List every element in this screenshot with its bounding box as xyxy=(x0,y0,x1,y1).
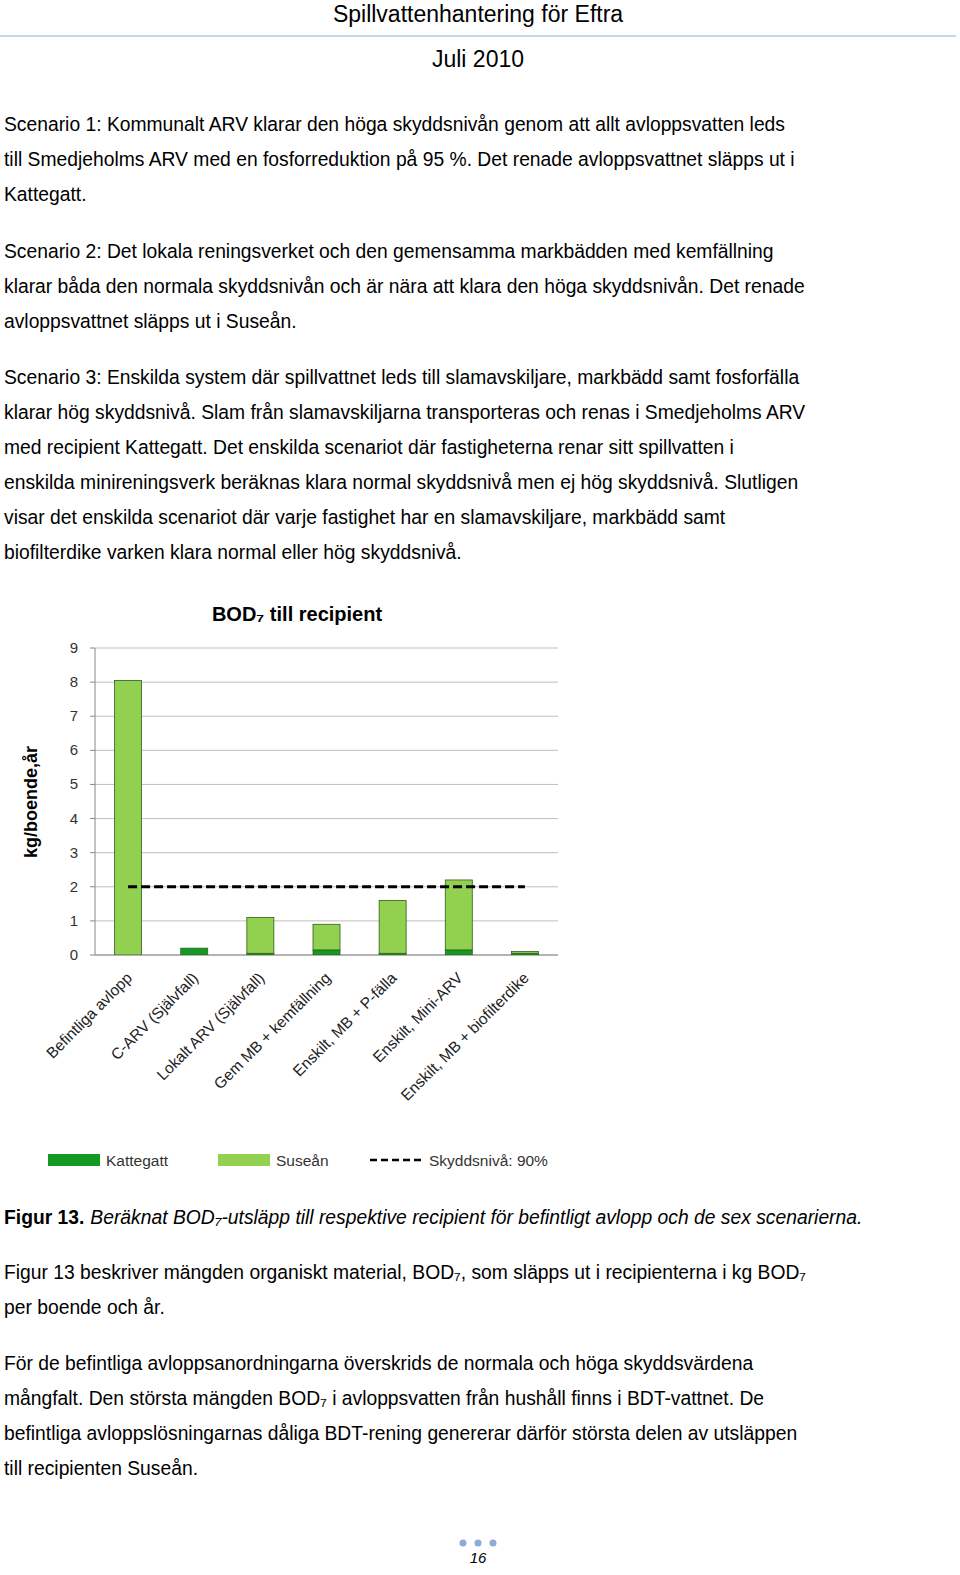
bar xyxy=(511,952,538,954)
tick-mark xyxy=(90,750,95,751)
text-line: visar det enskilda scenariot där varje f… xyxy=(4,506,725,530)
text-line: med recipient Kattegatt. Det enskilda sc… xyxy=(4,436,734,460)
text-line: enskilda minireningsverk beräknas klara … xyxy=(4,471,798,495)
text-line: Scenario 3: Enskilda system där spillvat… xyxy=(4,366,799,390)
tick-mark xyxy=(90,716,95,717)
page-dot xyxy=(490,1540,497,1547)
y-tick-label: 2 xyxy=(70,878,78,895)
y-tick-label: 5 xyxy=(70,775,78,792)
bar xyxy=(445,950,472,955)
page-dot xyxy=(460,1540,467,1547)
header-date: Juli 2010 xyxy=(0,45,956,73)
x-tick-label: Lokalt ARV (Självfall) xyxy=(153,969,267,1083)
tick-mark xyxy=(90,818,95,819)
legend-label: Kattegatt xyxy=(106,1152,169,1169)
y-tick-label: 4 xyxy=(70,810,78,827)
page-dot xyxy=(475,1540,482,1547)
bar xyxy=(379,900,406,953)
grid-line xyxy=(95,716,558,717)
y-tick-label: 8 xyxy=(70,673,78,690)
text-line: biofilterdike varken klara normal eller … xyxy=(4,541,462,565)
tick-mark xyxy=(90,920,95,921)
y-label: kg/boende,år xyxy=(21,746,41,858)
y-tick-label: 1 xyxy=(70,912,78,929)
line xyxy=(128,885,525,888)
text-line: mångfalt. Den största mängden BOD₇ i avl… xyxy=(4,1387,764,1411)
page: Spillvattenhantering för Eftra Juli 2010 S… xyxy=(0,0,960,1575)
y-tick-label: 7 xyxy=(70,707,78,724)
y-tick-label: 3 xyxy=(70,844,78,861)
header-title: Spillvattenhantering för Eftra xyxy=(0,0,956,28)
page-number: 16 xyxy=(0,1544,956,1572)
tick-mark xyxy=(90,648,95,649)
header-rule xyxy=(0,36,956,37)
bar xyxy=(181,948,208,949)
y-tick-label: 6 xyxy=(70,741,78,758)
grid-line xyxy=(95,886,558,887)
grid-line xyxy=(95,852,558,853)
y-tick-label: 9 xyxy=(70,639,78,656)
text-line: klarar båda den normala skyddsnivån och … xyxy=(4,275,805,299)
text-line: avloppsvattnet släpps ut i Suseån. xyxy=(4,310,297,334)
text-line: Scenario 1: Kommunalt ARV klarar den hög… xyxy=(4,113,785,137)
y-tick-label: 0 xyxy=(70,946,78,963)
bar xyxy=(445,880,472,950)
y-axis xyxy=(95,648,96,955)
grid-line xyxy=(95,750,558,751)
legend-swatch xyxy=(48,1154,100,1166)
chart-title: BOD₇ till recipient xyxy=(212,603,383,625)
plot-marks xyxy=(115,680,539,955)
x-tick-label: Gem MB + kemfällning xyxy=(210,969,333,1092)
grid-line xyxy=(95,648,558,649)
tick-mark xyxy=(90,784,95,785)
chart: BOD₇ till recipient kg/boende,år 0 1 2 3 4 5 6 7 8… xyxy=(0,0,960,1575)
caption-label: Figur 13. xyxy=(4,1207,84,1228)
tick-mark xyxy=(90,852,95,853)
grid-line xyxy=(95,784,558,785)
text-line: Kattegatt. xyxy=(4,183,87,207)
grid-line xyxy=(95,818,558,819)
x-tick-label: Enskilt, MB + biofilterdike xyxy=(397,969,532,1104)
legend-swatch xyxy=(370,1159,425,1162)
text-line: till recipienten Suseån. xyxy=(4,1457,198,1481)
text-line: För de befintliga avloppsanordningarna ö… xyxy=(4,1352,753,1376)
tick-mark xyxy=(90,955,95,956)
legend-label: Skyddsnivå: 90% xyxy=(429,1152,548,1169)
text-line: Scenario 2: Det lokala reningsverket och… xyxy=(4,240,774,264)
legend-swatch xyxy=(218,1154,270,1166)
text-line: klarar hög skyddsnivå. Slam från slamavs… xyxy=(4,401,805,425)
tick-mark xyxy=(90,886,95,887)
grid-line xyxy=(95,920,558,921)
text-line: befintliga avloppslösningarnas dåliga BD… xyxy=(4,1422,797,1446)
bar xyxy=(247,917,274,953)
text-line: till Smedjeholms ARV med en fosforredukt… xyxy=(4,148,795,172)
bar xyxy=(181,948,208,955)
grid-line xyxy=(95,682,558,683)
bar xyxy=(313,950,340,955)
text-line: per boende och år. xyxy=(4,1296,165,1320)
bar xyxy=(115,680,142,955)
bar xyxy=(313,924,340,950)
text-line: Figur 13 beskriver mängden organiskt mat… xyxy=(4,1261,806,1285)
caption-text: Beräknat BOD₇-utsläpp till respektive re… xyxy=(90,1207,862,1228)
tick-mark xyxy=(90,682,95,683)
caption: Figur 13. Beräknat BOD₇-utsläpp till resp… xyxy=(4,1206,862,1230)
legend-label: Suseån xyxy=(276,1152,329,1169)
